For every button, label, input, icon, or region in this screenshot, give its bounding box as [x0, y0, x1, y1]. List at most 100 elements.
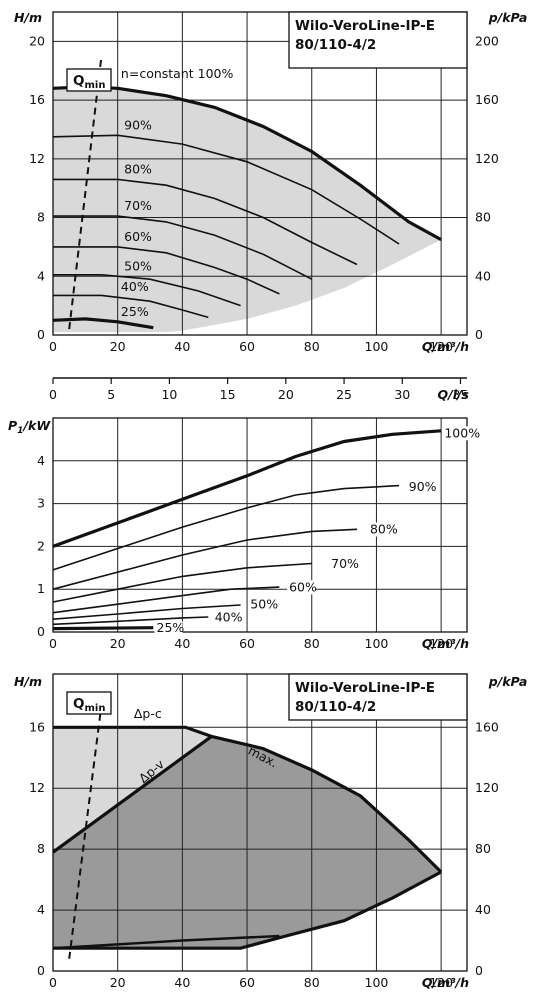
speed-curve-label: 50%	[124, 258, 152, 273]
y-tick-label: 4	[37, 268, 45, 283]
power-label-bg	[248, 597, 277, 612]
x-tick-label: 40	[174, 636, 190, 651]
y-tick-label: 0	[37, 624, 45, 639]
y2-axis-label: p/kPa	[488, 10, 528, 25]
speed-curve-label: 60%	[124, 229, 152, 244]
x-axis-label: Q/m³/h	[422, 975, 469, 990]
y2-tick-label: 200	[475, 33, 499, 48]
min-curve-inner	[52, 934, 280, 950]
y2-tick-label: 40	[475, 268, 491, 283]
qmin-line	[68, 704, 103, 959]
x-tick-label: 100	[365, 975, 389, 990]
power-curve-label: 100%	[444, 425, 480, 440]
x-tick-label: 120	[429, 636, 453, 651]
power-label-bg	[212, 610, 241, 625]
x-axis-label: Q/m³/h	[422, 339, 469, 354]
qmin-line	[68, 55, 103, 330]
y-tick-label: 2	[37, 538, 45, 553]
plot-frame	[52, 11, 468, 336]
power-curve	[52, 528, 358, 590]
chart-title-line1: Wilo-VeroLine-IP-E	[295, 680, 435, 696]
speed-curve-label: 90%	[124, 117, 152, 132]
x-tick-label: 0	[49, 339, 57, 354]
title-box	[288, 673, 468, 721]
y-axis-label: H/m	[14, 674, 42, 689]
y2-axis-label: p/kPa	[488, 674, 528, 689]
power-label-bg	[154, 621, 183, 635]
power-vs-flow-chart: 0 20 40 60 80 100 120 0 1 2 3 4 P1/kW Q/m³/h 100% 90% 80…	[8, 417, 480, 651]
x-tick-label: 80	[304, 339, 320, 354]
y2-tick-label: 120	[475, 780, 499, 795]
power-curve	[52, 586, 280, 614]
chart-title-line2: 80/110-4/2	[295, 699, 376, 715]
y2-tick-label: 120	[475, 151, 499, 166]
axis-label: Q/l/s	[438, 387, 469, 402]
axis-tick-label: 0	[49, 387, 57, 402]
y-tick-label: 4	[37, 453, 45, 468]
y-tick-label: 16	[29, 92, 45, 107]
title-box	[288, 11, 468, 69]
head-vs-flow-chart: 0 20 40 60 80 100 12004812162004080120160200H/…	[14, 10, 527, 354]
y-tick-label: 12	[29, 780, 45, 795]
power-curve-label: 70%	[331, 556, 359, 571]
y-tick-label: 1	[37, 581, 45, 596]
qmin-box	[66, 691, 112, 715]
power-curve-label: 80%	[370, 522, 398, 537]
speed-curve	[53, 294, 209, 319]
power-curve-label: 50%	[250, 596, 278, 611]
axis-tick-label: 10	[161, 387, 177, 402]
x-tick-label: 120	[429, 339, 453, 354]
speed-curve	[52, 134, 400, 245]
speed-curve	[52, 317, 154, 330]
x-tick-label: 40	[174, 975, 190, 990]
axis-tick-label: 35	[453, 387, 469, 402]
power-label-bg	[406, 479, 435, 494]
y2-tick-label: 0	[475, 327, 483, 342]
y-tick-label: 20	[29, 33, 45, 48]
min-curve	[53, 870, 442, 950]
x-axis-label: Q/m³/h	[422, 636, 469, 651]
y2-tick-label: 0	[475, 963, 483, 978]
qmin-label: Qmin	[73, 73, 105, 91]
speed-curve-label: 70%	[124, 198, 152, 213]
y-tick-label: 3	[37, 496, 45, 511]
chart-title-line2: 80/110-4/2	[295, 37, 376, 53]
dpc-region	[53, 727, 212, 853]
y-tick-label: 0	[37, 327, 45, 342]
axis-tick-label: 25	[336, 387, 352, 402]
power-curve	[52, 484, 400, 571]
y-axis-label: H/m	[14, 10, 42, 25]
axis-tick-label: 30	[394, 387, 410, 402]
speed-curve-label: 80%	[124, 161, 152, 176]
plot-frame	[52, 673, 468, 972]
x-tick-label: 80	[304, 975, 320, 990]
x-tick-label: 20	[110, 636, 126, 651]
speed-curve	[53, 274, 241, 307]
y2-tick-label: 160	[475, 719, 499, 734]
axis-tick-label: 15	[220, 387, 236, 402]
power-curve-label: 25%	[157, 620, 185, 635]
power-curve	[52, 562, 312, 603]
x-tick-label: 80	[304, 636, 320, 651]
speed-curve	[53, 215, 313, 280]
max-curve	[211, 734, 443, 874]
dpv-line	[52, 735, 213, 854]
y-tick-label: 4	[37, 902, 45, 917]
qmin-label: Qmin	[73, 696, 105, 714]
power-label-bg	[287, 580, 316, 595]
x-tick-label: 0	[49, 975, 57, 990]
speed-curve-label: 40%	[121, 279, 149, 294]
power-curve-label: 40%	[215, 609, 243, 624]
y-tick-label: 16	[29, 719, 45, 734]
y-tick-label: 0	[37, 963, 45, 978]
x-tick-label: 20	[110, 339, 126, 354]
power-label-bg	[367, 522, 396, 537]
speed-curve	[53, 246, 280, 295]
y-tick-label: 12	[29, 151, 45, 166]
y-tick-label: 8	[37, 210, 45, 225]
speed-curve	[53, 178, 358, 266]
y-tick-label: 8	[37, 841, 45, 856]
power-label-bg	[329, 556, 358, 571]
qmin-box	[66, 68, 112, 92]
